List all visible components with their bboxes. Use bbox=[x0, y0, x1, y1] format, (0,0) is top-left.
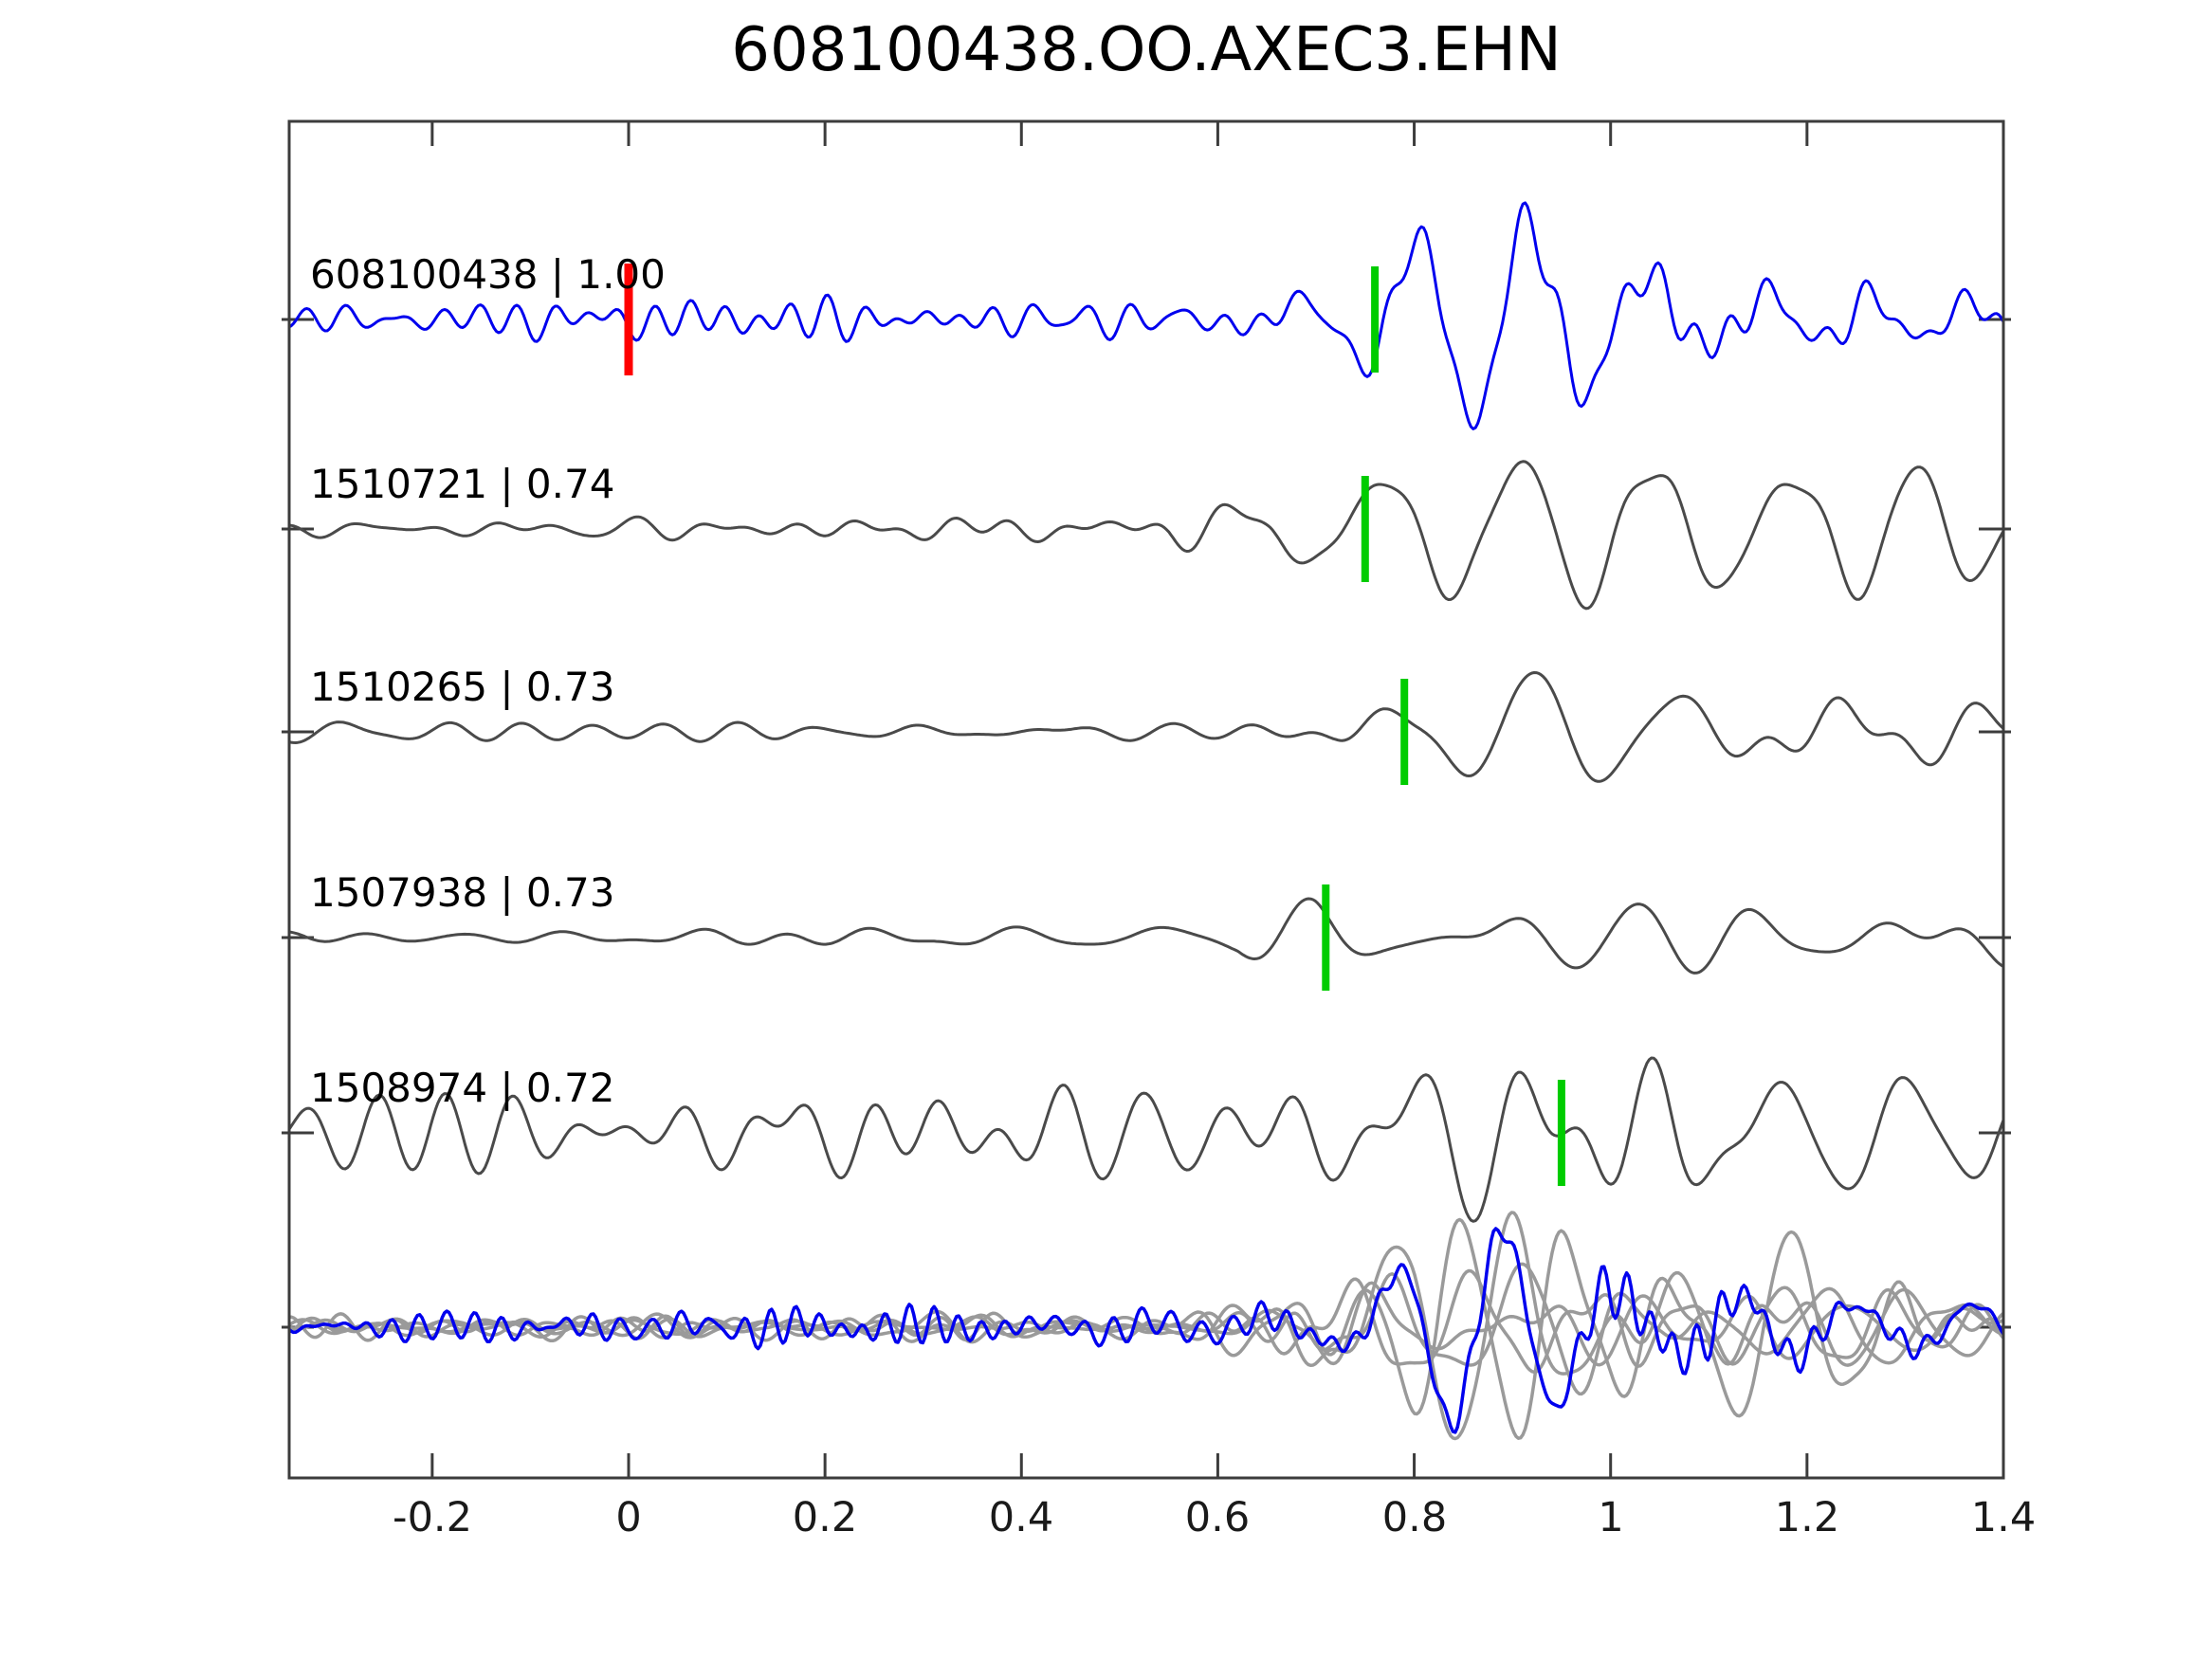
overlay-trace-detection bbox=[290, 1227, 2002, 1434]
waveforms bbox=[290, 201, 2002, 1441]
pick-time-marker bbox=[1557, 1080, 1565, 1186]
x-tick-label: 0.2 bbox=[792, 1494, 858, 1541]
x-tick-label: 1.4 bbox=[1970, 1494, 2037, 1541]
x-tick-label: -0.2 bbox=[393, 1494, 472, 1541]
trace-608100438 bbox=[290, 201, 2002, 430]
trace-label-1508974: 1508974 | 0.72 bbox=[310, 1065, 615, 1111]
x-tick-label: 0.6 bbox=[1184, 1494, 1251, 1541]
trace-1508974 bbox=[290, 1056, 2002, 1223]
detection-time-marker bbox=[624, 264, 633, 375]
pick-time-marker bbox=[1371, 266, 1380, 373]
trace-label-1510721: 1510721 | 0.74 bbox=[310, 461, 615, 507]
trace-1507938 bbox=[290, 897, 2002, 975]
plot-box bbox=[287, 119, 2005, 1480]
trace-1510265 bbox=[290, 671, 2002, 783]
trace-label-1510265: 1510265 | 0.73 bbox=[310, 664, 615, 710]
trace-label-608100438: 608100438 | 1.00 bbox=[310, 251, 666, 298]
pick-time-marker bbox=[1322, 884, 1330, 991]
trace-label-1507938: 1507938 | 0.73 bbox=[310, 869, 615, 916]
overlay-trace-gray-2 bbox=[290, 1211, 2002, 1441]
x-tick-label: 0.4 bbox=[988, 1494, 1054, 1541]
figure-title: 608100438.OO.AXEC3.EHN bbox=[731, 15, 1562, 85]
pick-time-marker bbox=[1400, 679, 1409, 785]
x-tick-label: 0.8 bbox=[1381, 1494, 1448, 1541]
trace-1510721 bbox=[290, 460, 2002, 611]
x-tick-label: 1.2 bbox=[1774, 1494, 1840, 1541]
x-tick-label: 0 bbox=[615, 1494, 642, 1541]
x-tick-label: 1 bbox=[1598, 1494, 1624, 1541]
markers bbox=[624, 264, 1565, 1186]
pick-time-marker bbox=[1361, 476, 1369, 582]
